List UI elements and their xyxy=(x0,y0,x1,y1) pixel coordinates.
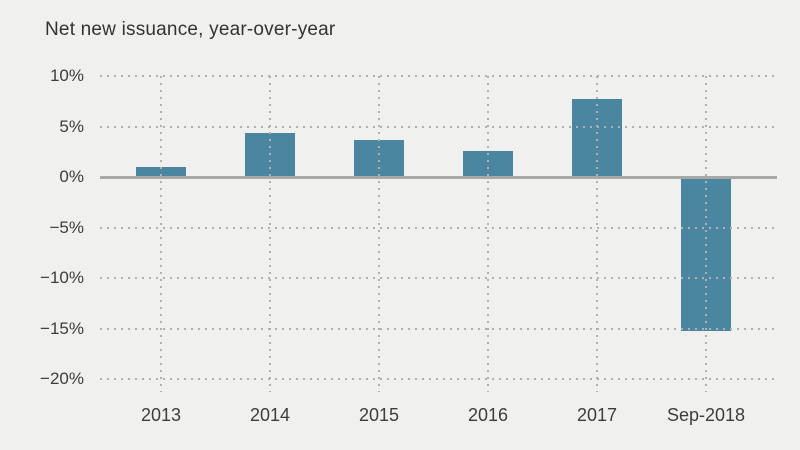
vertical-gridline xyxy=(596,76,598,392)
x-axis-tick-label: 2017 xyxy=(576,405,618,425)
x-axis-tick-label: Sep-2018 xyxy=(666,405,746,425)
zero-axis-line xyxy=(100,175,777,179)
horizontal-gridline xyxy=(100,125,777,128)
y-axis-tick-label: −5% xyxy=(49,217,85,237)
chart-title: Net new issuance, year-over-year xyxy=(45,19,336,40)
y-axis-tick-label: 5% xyxy=(59,116,84,136)
vertical-gridline xyxy=(269,76,271,392)
vertical-gridline xyxy=(487,76,489,392)
horizontal-gridline xyxy=(100,75,777,77)
x-axis-tick-label: 2015 xyxy=(358,405,400,425)
horizontal-gridline xyxy=(100,378,777,380)
horizontal-gridline xyxy=(100,327,777,330)
horizontal-gridline xyxy=(100,226,777,229)
x-axis-tick-label: 2014 xyxy=(249,405,291,425)
plot-area xyxy=(100,75,777,392)
y-axis-tick-label: 10% xyxy=(49,66,84,85)
vertical-gridline xyxy=(378,76,380,392)
y-axis-tick-label: −15% xyxy=(40,318,84,338)
vertical-gridline xyxy=(160,76,162,392)
horizontal-gridline xyxy=(100,277,777,279)
x-axis-tick-label: 2013 xyxy=(140,405,182,425)
y-axis-tick-label: −10% xyxy=(40,268,84,287)
y-axis-tick-label: 0% xyxy=(59,167,84,186)
vertical-gridline xyxy=(705,76,707,392)
y-axis-tick-label: −20% xyxy=(40,369,84,388)
x-axis-tick-label: 2016 xyxy=(467,405,509,425)
